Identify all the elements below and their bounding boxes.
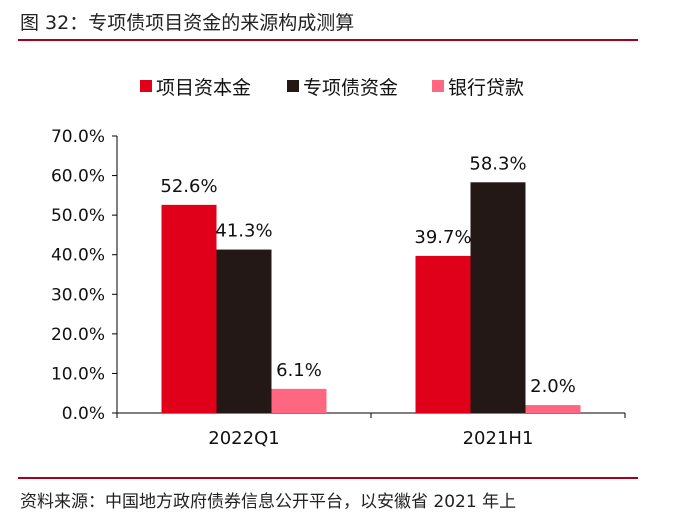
bar-3-2021H1 bbox=[525, 405, 581, 413]
bar-chart: 项目资本金 专项债资金 银行贷款 0.0% 10.0% 20.0% 30.0% 40.0% 50… bbox=[51, 77, 626, 449]
y-tick-label: 50.0% bbox=[51, 206, 105, 226]
y-tick-label: 20.0% bbox=[51, 325, 105, 345]
legend-label-3: 银行贷款 bbox=[448, 77, 524, 99]
x-tick-label: 2022Q1 bbox=[208, 428, 279, 449]
data-label: 2.0% bbox=[530, 376, 576, 397]
data-label: 41.3% bbox=[215, 221, 272, 242]
bar-1-2022Q1 bbox=[161, 204, 217, 413]
x-tick-label: 2021H1 bbox=[463, 428, 534, 449]
bar-2-2021H1 bbox=[470, 182, 526, 413]
legend-label-1: 项目资本金 bbox=[156, 77, 251, 99]
y-tick-label: 10.0% bbox=[51, 364, 105, 384]
y-tick-label: 60.0% bbox=[51, 167, 105, 187]
bar-1-2021H1 bbox=[415, 255, 471, 413]
legend-swatch-2 bbox=[287, 80, 299, 92]
y-tick-label: 30.0% bbox=[51, 285, 105, 305]
source-rule bbox=[18, 477, 638, 479]
legend-label-2: 专项债资金 bbox=[303, 77, 398, 99]
bar-2-2022Q1 bbox=[216, 249, 272, 413]
legend-swatch-1 bbox=[140, 80, 152, 92]
y-tick-label: 40.0% bbox=[51, 246, 105, 266]
y-tick-label: 70.0% bbox=[51, 127, 105, 147]
legend-swatch-3 bbox=[432, 80, 444, 92]
figure-title: 图 32：专项债项目资金的来源构成测算 bbox=[20, 12, 355, 34]
title-rule bbox=[18, 39, 638, 41]
data-label: 39.7% bbox=[414, 227, 471, 248]
y-tick-label: 0.0% bbox=[62, 404, 105, 424]
data-label: 52.6% bbox=[160, 176, 217, 197]
data-label: 6.1% bbox=[276, 360, 322, 381]
data-label: 58.3% bbox=[469, 153, 526, 174]
source-note: 资料来源：中国地方政府债券信息公开平台，以安徽省 2021 年上 bbox=[20, 492, 517, 512]
bar-3-2022Q1 bbox=[271, 388, 327, 413]
